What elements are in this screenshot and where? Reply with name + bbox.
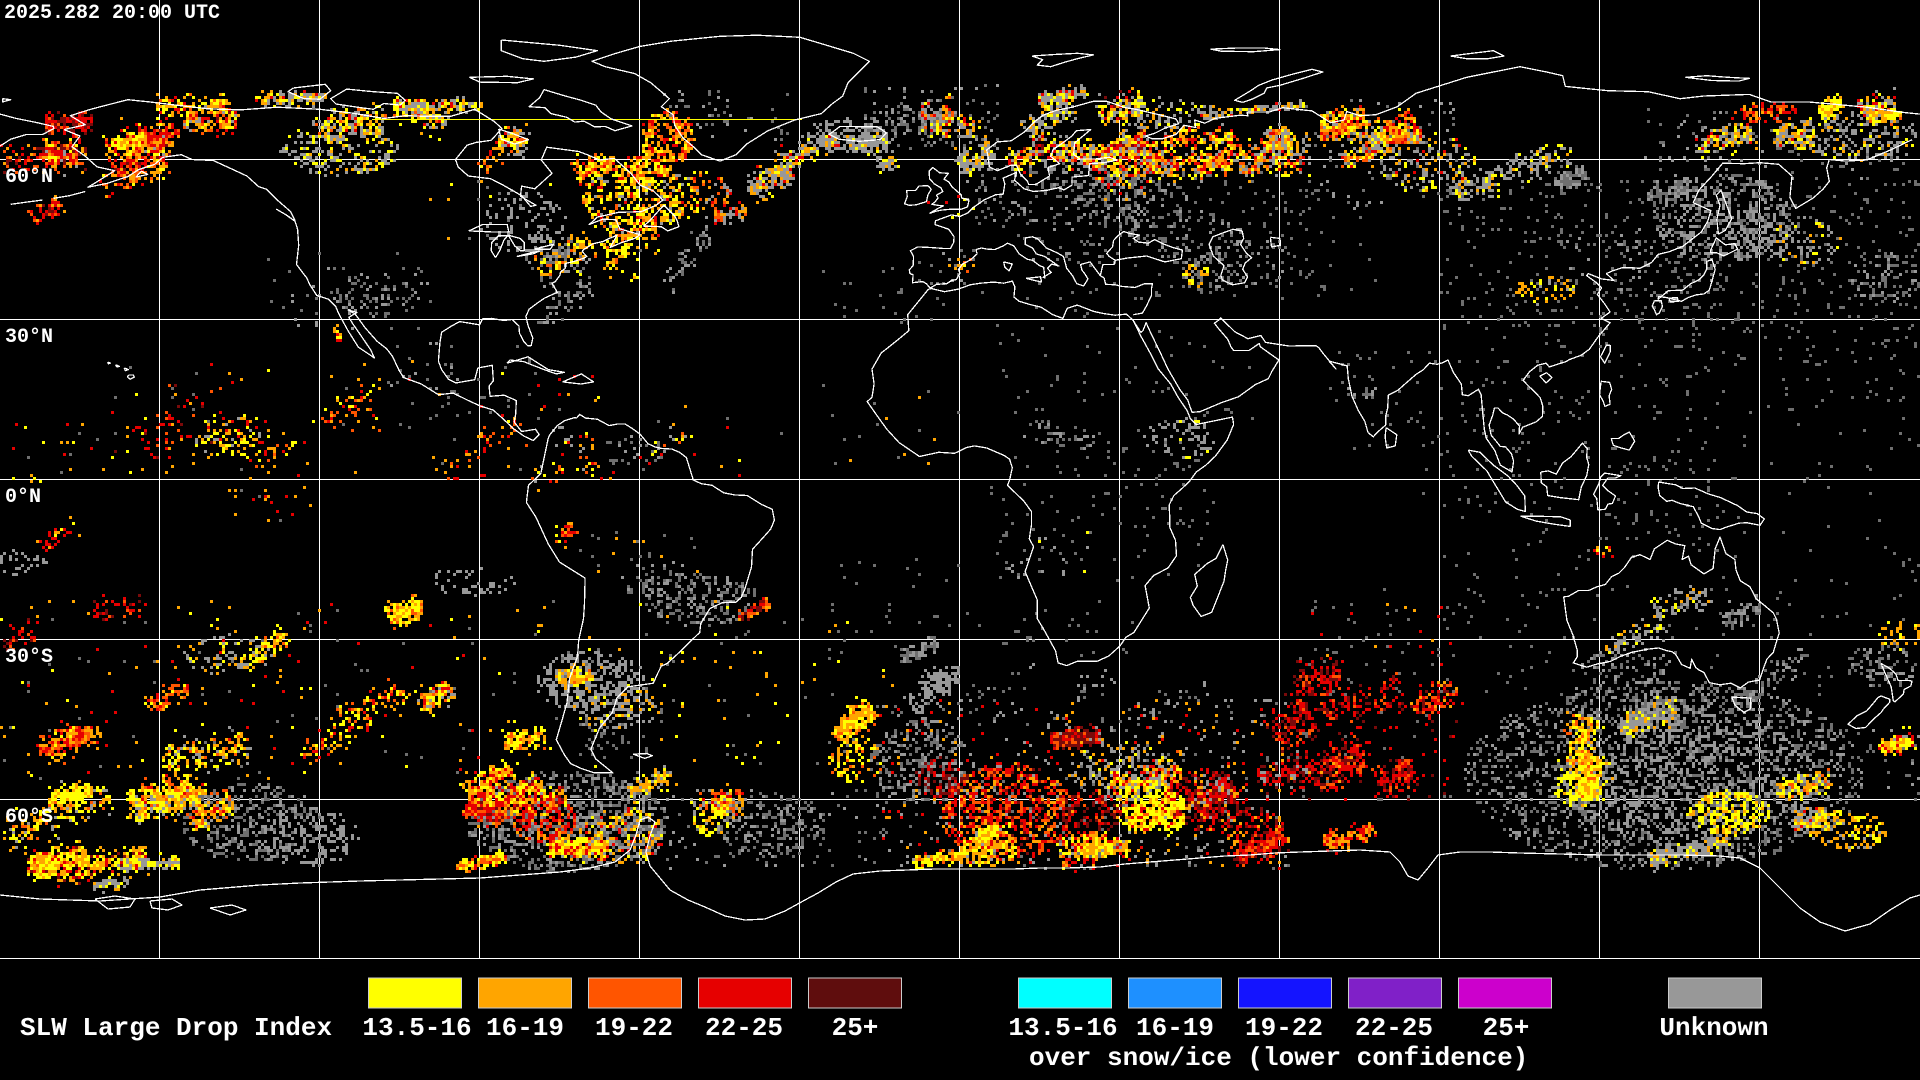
svg-text:60°S: 60°S — [5, 806, 53, 829]
svg-text:19-22: 19-22 — [1245, 1013, 1323, 1043]
svg-text:0°N: 0°N — [5, 486, 41, 509]
svg-text:13.5-16: 13.5-16 — [362, 1013, 471, 1043]
svg-text:25+: 25+ — [1483, 1013, 1530, 1043]
svg-text:2025.282 20:00 UTC: 2025.282 20:00 UTC — [4, 2, 220, 25]
svg-text:16-19: 16-19 — [1136, 1013, 1214, 1043]
svg-text:22-25: 22-25 — [705, 1013, 783, 1043]
svg-text:25+: 25+ — [832, 1013, 879, 1043]
svg-text:Unknown: Unknown — [1659, 1013, 1768, 1043]
svg-text:over snow/ice (lower confidenc: over snow/ice (lower confidence) — [1029, 1043, 1528, 1073]
svg-text:19-22: 19-22 — [595, 1013, 673, 1043]
svg-text:30°S: 30°S — [5, 646, 53, 669]
svg-text:30°N: 30°N — [5, 326, 53, 349]
svg-text:13.5-16: 13.5-16 — [1008, 1013, 1117, 1043]
svg-text:60°N: 60°N — [5, 166, 53, 189]
svg-text:22-25: 22-25 — [1355, 1013, 1433, 1043]
svg-text:16-19: 16-19 — [486, 1013, 564, 1043]
svg-text:SLW Large Drop Index: SLW Large Drop Index — [20, 1013, 332, 1043]
